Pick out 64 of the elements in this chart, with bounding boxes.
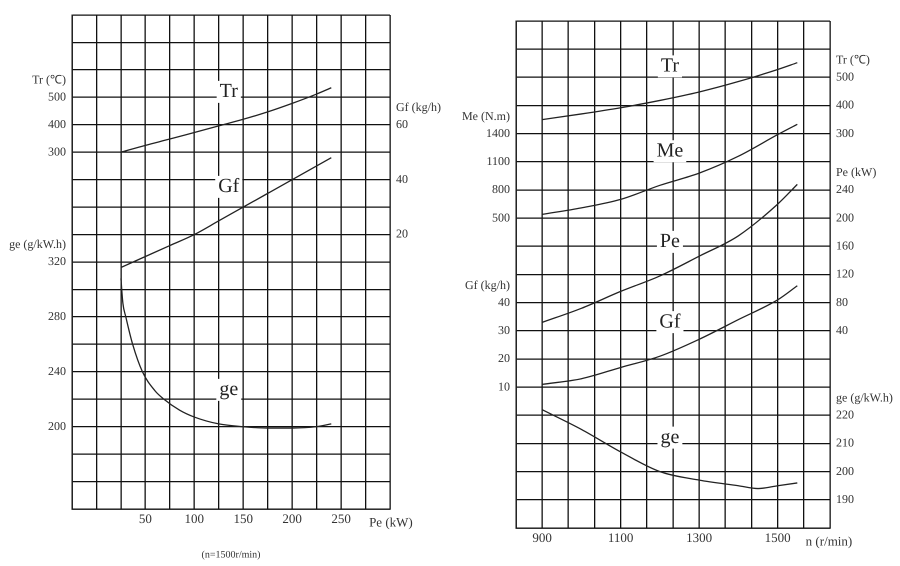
- line-series: [120, 278, 332, 429]
- x-tick-label: 250: [331, 511, 351, 526]
- y3-tick-label: 10: [498, 379, 510, 394]
- y3-tick-label: 220: [836, 407, 854, 422]
- y-tick-label: 800: [492, 182, 510, 196]
- y2-tick-label: 40: [836, 322, 848, 337]
- x-tick-label: 100: [184, 511, 204, 526]
- x-tick-label: 900: [532, 530, 552, 546]
- y3-axis-title: ge (g/kW.h): [836, 390, 893, 404]
- y2-axis-title: Gf (kg/h): [396, 100, 441, 114]
- y3-tick-label: 40: [498, 294, 510, 309]
- y-tick-label: 400: [48, 116, 66, 131]
- y-tick-label: 1400: [486, 126, 510, 140]
- y3-tick-label: 30: [498, 322, 510, 337]
- y2-axis-title: Pe (kW): [836, 165, 876, 180]
- y-tick-label: 500: [48, 89, 66, 104]
- y2-tick-label: 80: [836, 294, 848, 309]
- series-label: Me: [656, 140, 684, 162]
- series-label: Tr: [660, 54, 680, 77]
- y3-tick-label: 20: [498, 351, 510, 366]
- y-tick-label: 500: [492, 210, 510, 224]
- x-tick-label: 1300: [686, 530, 712, 546]
- y3-tick-label: 240: [48, 364, 66, 378]
- series-label: Pe: [660, 230, 680, 252]
- y2-tick-label: 240: [836, 182, 854, 196]
- y3-tick-label: 200: [836, 464, 854, 478]
- line-series: [120, 157, 332, 268]
- series-label: ge: [660, 426, 680, 448]
- x-tick-label: 50: [138, 511, 152, 526]
- y3-tick-label: 210: [836, 436, 854, 450]
- y3-axis-title: Gf (kg/h): [465, 278, 510, 292]
- x-tick-label: 1500: [764, 530, 791, 546]
- x-tick-label: 200: [282, 511, 302, 526]
- y3-axis-title: ge (g/kW.h): [9, 237, 66, 252]
- y3-tick-label: 320: [48, 254, 66, 268]
- line-series: [542, 124, 798, 216]
- y2-tick-label: 20: [396, 226, 408, 241]
- y2-tick-label: 300: [836, 126, 854, 140]
- text: (n=1500r/min): [202, 550, 260, 561]
- y-axis-title: Tr (℃): [32, 72, 66, 86]
- y2-tick-label: 160: [836, 238, 854, 252]
- series-label: Tr: [220, 80, 238, 102]
- series-label: Gf: [659, 310, 681, 332]
- y-axis-title: Me (N.m): [462, 108, 510, 123]
- y3-tick-label: 280: [48, 309, 66, 324]
- y2-tick-label: 40: [396, 172, 408, 186]
- y3-tick-label: 190: [836, 492, 854, 506]
- x-tick-label: 150: [233, 511, 253, 526]
- y-tick-label: 1100: [486, 154, 510, 168]
- y2-tick-label: 60: [396, 116, 408, 131]
- y-tick-label: 300: [48, 144, 66, 158]
- line-series: [542, 285, 798, 385]
- x-axis-title: n (r/min): [806, 533, 852, 548]
- y2-tick-label: 120: [836, 266, 854, 281]
- y2-tick-label: 500: [836, 69, 854, 84]
- y2-axis-title: Tr (℃): [836, 52, 870, 66]
- x-axis-title: Pe (kW): [369, 514, 413, 530]
- y2-tick-label: 200: [836, 210, 854, 224]
- series-label: ge: [219, 378, 238, 400]
- y2-tick-label: 400: [836, 98, 854, 112]
- x-tick-label: 1100: [608, 530, 634, 546]
- series-label: Gf: [218, 175, 240, 198]
- y3-tick-label: 200: [48, 418, 66, 433]
- line-series: [542, 409, 798, 490]
